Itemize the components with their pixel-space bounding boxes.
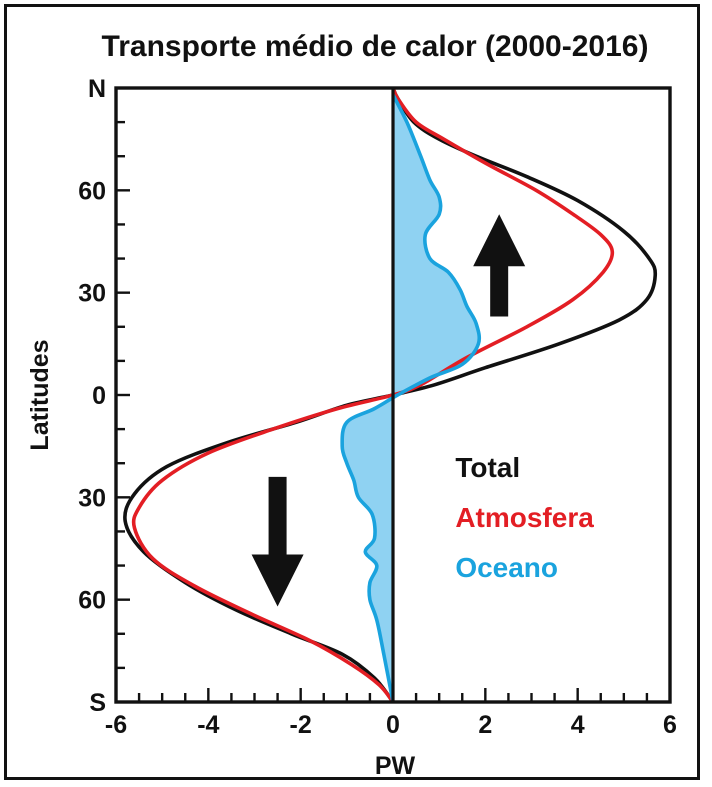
chart-title: Transporte médio de calor (2000-2016) <box>102 30 649 63</box>
y-tick-label: 0 <box>92 382 106 410</box>
arrow-down-icon <box>251 476 304 607</box>
y-tick-label: S <box>89 689 106 717</box>
x-tick-label: -4 <box>197 711 219 739</box>
x-tick-label: -6 <box>105 711 127 739</box>
ocean-fill-area <box>342 94 480 703</box>
y-tick-labels: N 60 30 0 30 60 S <box>78 75 106 717</box>
y-tick-label: 30 <box>78 280 106 308</box>
y-tick-label: 30 <box>78 484 106 512</box>
legend-entry-total: Total <box>455 452 520 483</box>
y-axis-label: Latitudes <box>26 339 54 450</box>
x-tick-label: 4 <box>571 711 585 739</box>
x-tick-label: 6 <box>663 711 677 739</box>
y-tick-label: 60 <box>78 587 106 615</box>
x-tick-label: -2 <box>290 711 312 739</box>
x-tick-labels: -6 -4 -2 0 2 4 6 <box>105 711 677 739</box>
y-tick-label: 60 <box>78 177 106 205</box>
legend: Total Atmosfera Oceano <box>455 452 594 583</box>
figure-frame <box>4 4 700 780</box>
arrow-up-icon <box>473 214 526 317</box>
legend-entry-atmosfera: Atmosfera <box>455 502 594 533</box>
x-tick-label: 0 <box>386 711 400 739</box>
x-axis-label: PW <box>375 752 416 780</box>
y-tick-label: N <box>88 75 106 103</box>
plot-area <box>114 86 672 704</box>
series-line-oceano <box>340 93 482 703</box>
x-tick-label: 2 <box>478 711 492 739</box>
series-line-total <box>123 87 658 704</box>
legend-entry-oceano: Oceano <box>455 552 558 583</box>
